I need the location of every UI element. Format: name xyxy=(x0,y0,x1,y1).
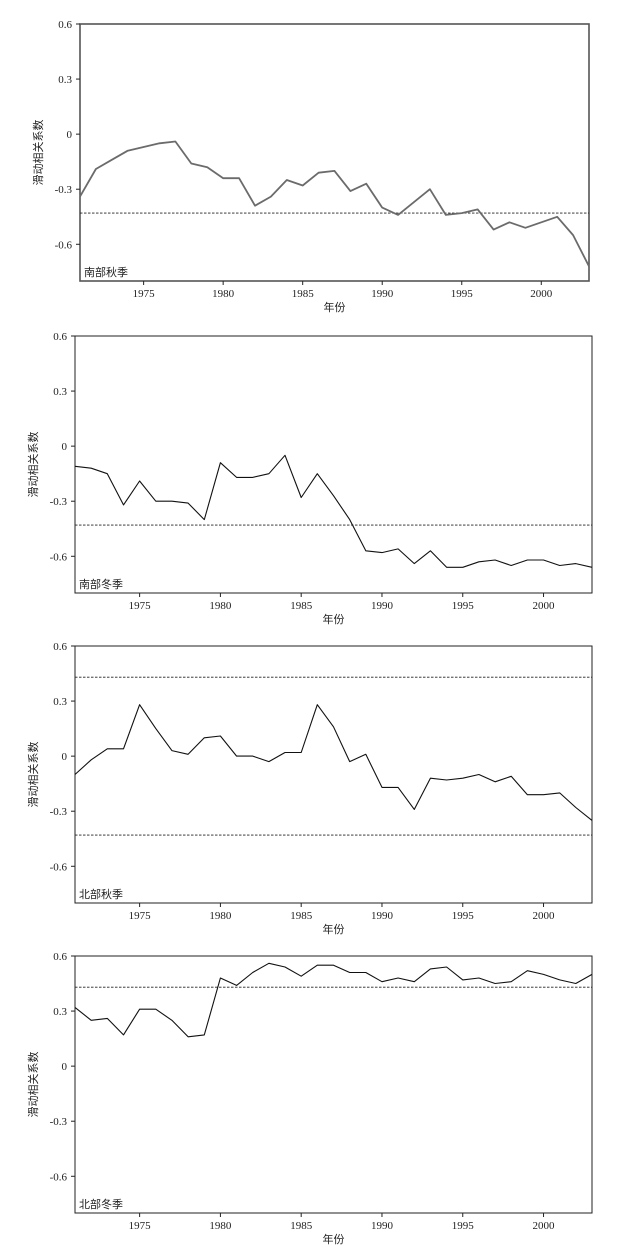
panel-label: 北部秋季 xyxy=(79,887,123,901)
y-tick-label: 0 xyxy=(67,129,73,141)
x-tick-label: 1990 xyxy=(371,288,394,300)
y-tick-label: 0.6 xyxy=(53,331,67,343)
x-tick-label: 1975 xyxy=(129,1220,152,1232)
x-tick-label: 1995 xyxy=(452,1220,475,1232)
series-line xyxy=(79,140,590,267)
y-axis-label: 滑动相关系数 xyxy=(26,432,40,498)
y-tick-label: 0.3 xyxy=(53,696,67,708)
y-tick-label: 0.3 xyxy=(58,74,72,86)
x-tick-label: 1985 xyxy=(290,1220,313,1232)
y-tick-label: 0.6 xyxy=(58,19,72,31)
x-tick-label: 1990 xyxy=(371,1220,394,1232)
series-line xyxy=(74,454,593,568)
y-tick-label: -0.3 xyxy=(50,806,68,818)
panel-label: 南部秋季 xyxy=(84,265,128,279)
series-line xyxy=(74,962,593,1038)
x-tick-label: 1990 xyxy=(371,600,394,612)
x-tick-label: 1995 xyxy=(451,288,474,300)
y-tick-label: 0.6 xyxy=(53,641,67,653)
x-tick-label: 1980 xyxy=(209,600,232,612)
plot-frame xyxy=(74,955,593,1214)
x-axis-label: 年份 xyxy=(323,922,345,936)
plot-frame xyxy=(79,23,590,282)
y-tick-label: 0.6 xyxy=(53,951,67,963)
x-tick-label: 1975 xyxy=(129,600,152,612)
series-line xyxy=(74,704,593,821)
y-tick-label: -0.3 xyxy=(50,496,68,508)
x-tick-label: 1990 xyxy=(371,910,394,922)
chart-panel-1: 0.6 0.3 0 -0.3 -0.6 1975 1980 1985 1990 1995 2000 南… xyxy=(31,19,590,314)
y-tick-label: -0.6 xyxy=(50,861,68,873)
x-axis-label: 年份 xyxy=(323,612,345,626)
x-tick-label: 2000 xyxy=(530,288,553,300)
plot-frame xyxy=(74,645,593,904)
panel-label: 南部冬季 xyxy=(79,577,123,591)
y-tick-label: 0 xyxy=(62,751,68,763)
y-tick-label: -0.6 xyxy=(50,551,68,563)
y-tick-label: 0 xyxy=(62,1061,68,1073)
y-axis-label: 滑动相关系数 xyxy=(31,120,45,186)
y-axis-label: 滑动相关系数 xyxy=(26,1052,40,1118)
y-tick-label: -0.3 xyxy=(50,1116,68,1128)
x-axis-label: 年份 xyxy=(323,1232,345,1246)
x-tick-label: 2000 xyxy=(533,600,556,612)
x-tick-label: 1995 xyxy=(452,600,475,612)
x-tick-label: 1980 xyxy=(209,910,232,922)
x-tick-label: 1975 xyxy=(129,910,152,922)
x-tick-label: 1995 xyxy=(452,910,475,922)
y-tick-label: 0.3 xyxy=(53,1006,67,1018)
chart-panel-2: 0.6 0.3 0 -0.3 -0.6 1975 1980 1985 1990 1995 2000 南… xyxy=(26,331,593,626)
chart-panel-3: 0.6 0.3 0 -0.3 -0.6 1975 1980 1985 1990 1995 2000 北… xyxy=(26,641,593,936)
chart-panel-4: 0.6 0.3 0 -0.3 -0.6 1975 1980 1985 1990 1995 2000 北… xyxy=(26,951,593,1246)
y-axis-label: 滑动相关系数 xyxy=(26,742,40,808)
y-tick-label: -0.6 xyxy=(50,1171,68,1183)
x-tick-label: 2000 xyxy=(533,1220,556,1232)
x-tick-label: 1985 xyxy=(290,600,313,612)
x-tick-label: 1980 xyxy=(212,288,235,300)
x-axis-label: 年份 xyxy=(324,300,346,314)
x-tick-label: 1985 xyxy=(290,910,313,922)
x-tick-label: 1980 xyxy=(209,1220,232,1232)
panel-label: 北部冬季 xyxy=(79,1197,123,1211)
y-tick-label: 0.3 xyxy=(53,386,67,398)
plot-frame xyxy=(74,335,593,594)
x-tick-label: 2000 xyxy=(533,910,556,922)
y-tick-label: 0 xyxy=(62,441,68,453)
y-tick-label: -0.6 xyxy=(55,239,73,251)
x-tick-label: 1975 xyxy=(133,288,156,300)
x-tick-label: 1985 xyxy=(292,288,315,300)
y-tick-label: -0.3 xyxy=(55,184,73,196)
